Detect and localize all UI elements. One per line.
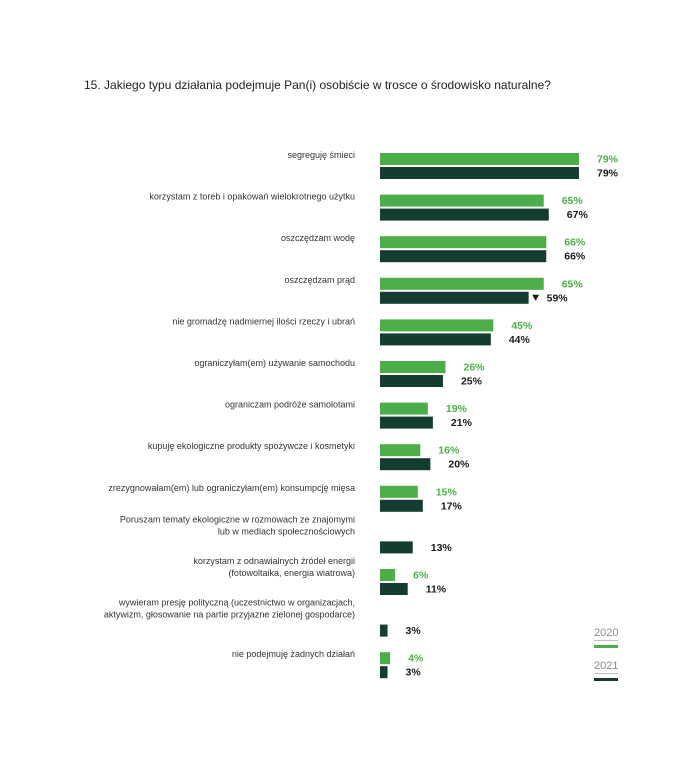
bar-2020: [380, 194, 544, 207]
bar-2021: [380, 167, 579, 179]
value-label-2021: 11%: [426, 584, 447, 596]
value-label-2020: 16%: [438, 445, 460, 457]
value-label-2020: 15%: [436, 486, 458, 498]
value-label-2020: 66%: [564, 237, 586, 249]
decrease-marker-icon: [532, 294, 540, 301]
value-label-2020: 6%: [413, 570, 429, 582]
value-label-2021: 3%: [406, 625, 422, 637]
bar-2020: [380, 361, 446, 373]
bar-2021: [380, 208, 549, 221]
value-label-2021: 20%: [448, 459, 470, 471]
legend-divider: [594, 640, 618, 641]
value-label-2021: 67%: [567, 209, 589, 221]
value-label-2021: 44%: [509, 334, 531, 346]
bar-2020: [380, 153, 579, 165]
value-label-2021: 21%: [451, 417, 473, 429]
bar-2021: [380, 541, 413, 554]
bar-2021: [380, 291, 529, 304]
category-label: oszczędzam wodę: [281, 233, 355, 243]
bar-2021: [380, 375, 443, 387]
legend-label-2021: 2021: [594, 660, 618, 672]
legend-swatch-2021: [594, 678, 618, 681]
value-label-2021: 79%: [597, 168, 619, 180]
value-label-2021: 59%: [547, 292, 569, 304]
value-label-2020: 19%: [446, 403, 468, 415]
category-label: korzystam z toreb i opakowań wielokrotne…: [149, 192, 355, 202]
category-label: wywieram presję polityczną (uczestnictwo…: [118, 598, 355, 608]
question-title: 15. Jakiego typu działania podejmuje Pan…: [84, 78, 551, 92]
value-label-2020: 65%: [562, 278, 584, 290]
value-label-2021: 3%: [406, 667, 422, 679]
category-label: lub w mediach społecznościowych: [218, 526, 355, 536]
bar-2021: [380, 499, 423, 512]
bar-2021: [380, 250, 547, 263]
value-label-2021: 13%: [431, 542, 453, 554]
category-label: korzystam z odnawialnych źródeł energii: [193, 556, 355, 566]
value-label-2021: 17%: [441, 500, 463, 512]
bar-2020: [380, 652, 391, 665]
value-label-2020: 4%: [408, 653, 424, 665]
bar-2020: [380, 319, 494, 332]
category-label: ograniczyłam(em) używanie samochodu: [194, 358, 355, 368]
bar-2021: [380, 458, 431, 471]
value-label-2021: 66%: [564, 251, 586, 263]
value-label-2020: 79%: [597, 154, 619, 166]
legend-label-2020: 2020: [594, 627, 618, 639]
value-label-2020: 65%: [562, 195, 584, 207]
category-label: ograniczam podróże samolotami: [225, 400, 355, 410]
category-label: aktywizm, głosowanie na partie przyjazne…: [104, 610, 355, 620]
bar-2021: [380, 666, 388, 679]
category-label: (fotowoltaika, energia wiatrowa): [228, 568, 355, 578]
bar-2021: [380, 333, 491, 346]
bar-2020: [380, 485, 418, 498]
legend-divider: [594, 673, 618, 674]
legend-swatch-2020: [594, 645, 618, 648]
category-label: oszczędzam prąd: [284, 275, 355, 285]
value-label-2021: 25%: [461, 376, 483, 388]
bar-2021: [380, 583, 408, 595]
category-label: nie gromadzę nadmiernej ilości rzeczy i …: [172, 316, 355, 326]
category-label: nie podejmuję żadnych działań: [232, 649, 355, 659]
bar-2021: [380, 624, 388, 637]
bar-2021: [380, 416, 433, 429]
category-label: zrezygnowałam(em) lub ograniczyłam(em) k…: [108, 483, 355, 493]
value-label-2020: 45%: [511, 320, 533, 332]
bar-2020: [380, 277, 544, 290]
bar-2020: [380, 402, 428, 415]
category-label: kupuję ekologiczne produkty spożywcze i …: [148, 441, 355, 451]
value-label-2020: 26%: [463, 362, 485, 374]
bar-2020: [380, 569, 396, 581]
bar-2020: [380, 444, 421, 457]
category-label: segreguję śmieci: [287, 150, 355, 160]
bar-2020: [380, 236, 547, 249]
category-label: Poruszam tematy ekologiczne w rozmowach …: [120, 514, 355, 524]
